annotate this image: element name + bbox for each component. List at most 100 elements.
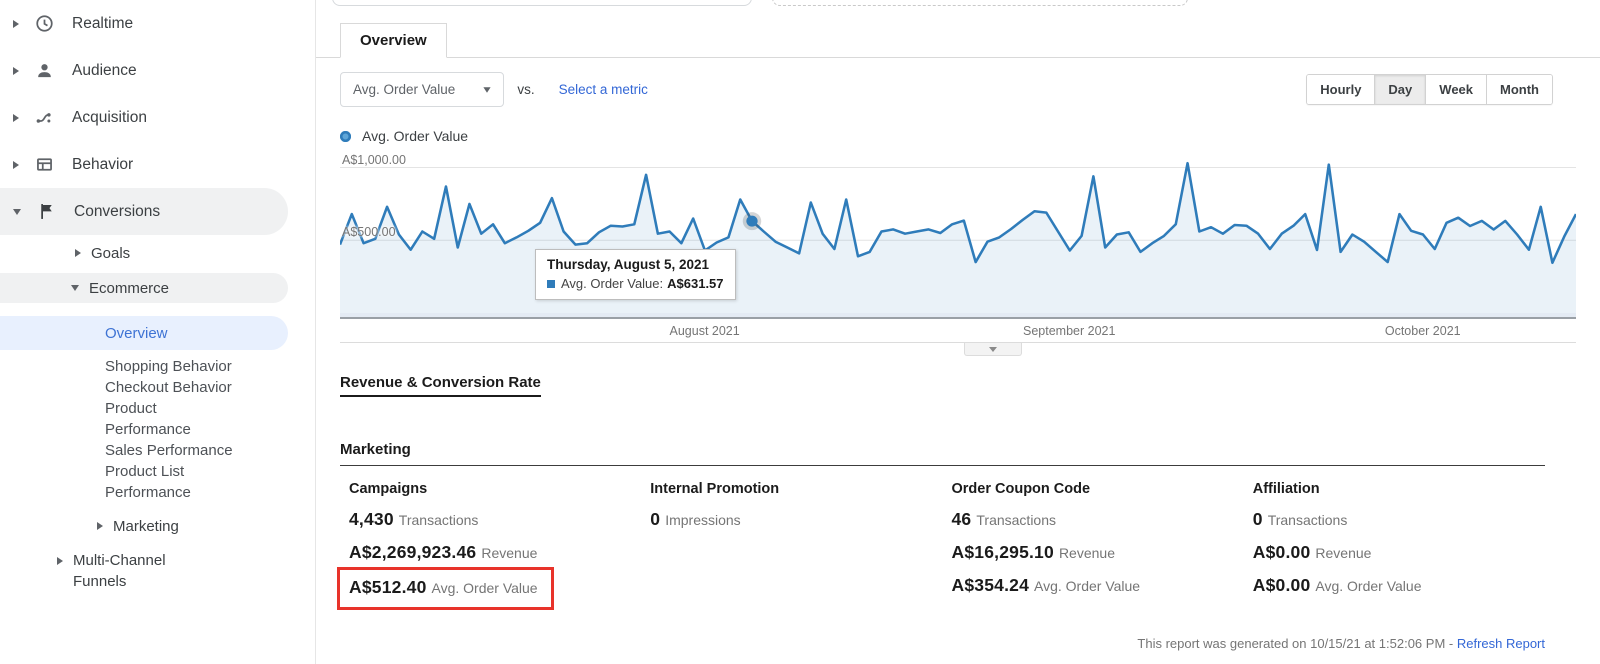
metric-label: Impressions: [665, 512, 741, 528]
chevron-right-icon: [97, 522, 103, 530]
x-axis-label-september: September 2021: [1023, 324, 1116, 338]
tooltip-date: Thursday, August 5, 2021: [547, 257, 710, 272]
metric-row: A$0.00 Revenue: [1253, 542, 1545, 563]
sidebar-item-product-list-performance[interactable]: Product List Performance: [105, 463, 191, 501]
metric-row: 0 Impressions: [650, 509, 942, 530]
x-axis-label-october: October 2021: [1384, 324, 1461, 338]
card-title: Affiliation: [1252, 481, 1320, 497]
line-chart-canvas: [340, 161, 1576, 313]
sidebar-item-ecommerce[interactable]: Ecommerce: [0, 273, 288, 303]
chevron-down-icon: [13, 208, 21, 215]
ecommerce-sub-list: Shopping Behavior Checkout Behavior Prod…: [0, 356, 315, 503]
sidebar-item-behavior[interactable]: Behavior: [0, 141, 315, 188]
tab-overview[interactable]: Overview: [340, 23, 447, 58]
sidebar-item-goals[interactable]: Goals: [0, 235, 315, 271]
chart-tooltip: Thursday, August 5, 2021 Avg. Order Valu…: [535, 249, 736, 300]
sidebar-item-audience[interactable]: Audience: [0, 47, 315, 94]
card-order-coupon-code: Order Coupon Code 46 Transactions A$16,29…: [943, 481, 1244, 610]
sidebar-item-acquisition[interactable]: Acquisition: [0, 94, 315, 141]
marketing-metrics-grid: Campaigns 4,430 Transactions A$2,269,923.…: [337, 481, 1545, 610]
time-button-day[interactable]: Day: [1374, 75, 1426, 104]
metric-dropdown[interactable]: Avg. Order Value: [340, 72, 505, 107]
time-button-hourly[interactable]: Hourly: [1307, 75, 1375, 104]
clock-icon: [33, 13, 55, 34]
x-axis-label-august: August 2021: [669, 324, 740, 338]
time-button-month[interactable]: Month: [1486, 75, 1552, 104]
card-campaigns: Campaigns 4,430 Transactions A$2,269,923.…: [337, 481, 641, 610]
select-metric-link[interactable]: Select a metric: [558, 82, 648, 97]
metric-label: Avg. Order Value: [1315, 578, 1422, 594]
generated-timestamp: This report was generated on 10/15/21 at…: [1137, 636, 1454, 651]
chevron-right-icon: [57, 557, 63, 565]
marketing-divider: [340, 465, 1545, 466]
card-internal-promotion: Internal Promotion 0 Impressions: [641, 481, 942, 610]
chevron-right-icon: [13, 19, 19, 28]
acquisition-icon: [33, 107, 55, 128]
sidebar-item-product-performance[interactable]: Product Performance: [105, 400, 191, 438]
metric-row: A$512.40 Avg. Order Value: [349, 577, 538, 598]
metric-value: 4,430: [349, 509, 394, 529]
chart-controls: Avg. Order Value vs. Select a metric Hou…: [340, 72, 1576, 107]
y-axis-tick-1000: A$1,000.00: [342, 152, 406, 167]
sidebar-item-realtime[interactable]: Realtime: [0, 0, 315, 47]
highlight-red-box: A$512.40 Avg. Order Value: [337, 567, 554, 610]
sidebar-item-sales-performance[interactable]: Sales Performance: [105, 442, 233, 459]
metric-label: Transactions: [976, 512, 1056, 528]
sidebar-item-label: Marketing: [113, 517, 179, 535]
tooltip-value: A$631.57: [667, 276, 724, 291]
metric-label: Transactions: [398, 512, 479, 528]
metric-row: A$354.24 Avg. Order Value: [952, 575, 1244, 596]
series-square-icon: [547, 279, 555, 288]
sidebar-item-ecommerce-overview[interactable]: Overview: [0, 316, 288, 350]
time-granularity-group: Hourly Day Week Month: [1306, 74, 1553, 105]
timeline-expander-button[interactable]: [964, 343, 1023, 356]
card-title: Internal Promotion: [650, 481, 780, 497]
person-icon: [33, 60, 55, 81]
revenue-conversion-rate-link[interactable]: Revenue & Conversion Rate: [340, 374, 541, 397]
metric-value: 0: [1252, 509, 1263, 529]
x-axis-labels: August 2021 September 2021 October 2021: [340, 319, 1576, 342]
metric-value: A$0.00: [1252, 542, 1311, 562]
sidebar-item-label: Behavior: [72, 155, 134, 173]
sidebar-item-label: Ecommerce: [89, 279, 170, 297]
sidebar-item-shopping-behavior[interactable]: Shopping Behavior: [105, 358, 232, 375]
chevron-down-icon: [71, 285, 79, 291]
metric-label: Avg. Order Value: [1034, 578, 1141, 594]
series-dot-icon: [340, 130, 351, 142]
time-button-week[interactable]: Week: [1425, 75, 1487, 104]
metric-value: A$512.40: [349, 577, 427, 597]
sidebar-item-checkout-behavior[interactable]: Checkout Behavior: [105, 379, 232, 396]
metric-value: 0: [650, 509, 661, 529]
metric-label: Revenue: [1058, 545, 1115, 561]
sidebar-item-label: Audience: [72, 61, 137, 79]
metric-dropdown-value: Avg. Order Value: [353, 82, 456, 97]
refresh-report-link[interactable]: Refresh Report: [1456, 636, 1545, 651]
chevron-right-icon: [13, 113, 19, 122]
report-navigation-sidebar: Realtime Audience Acquisition Behavior: [0, 0, 316, 664]
sidebar-item-conversions[interactable]: Conversions: [0, 188, 288, 235]
add-segment-chip[interactable]: [772, 0, 1188, 6]
series-label: Avg. Order Value: [362, 128, 469, 144]
metric-label: Revenue: [1315, 545, 1372, 561]
metric-label: Transactions: [1267, 512, 1348, 528]
timeseries-chart[interactable]: A$1,000.00 A$500.00 Thursday, August 5, …: [340, 153, 1576, 313]
marketing-section-title: Marketing: [340, 441, 411, 458]
chevron-down-icon: [483, 86, 491, 93]
sidebar-item-multi-channel-funnels[interactable]: Multi-Channel Funnels: [0, 550, 315, 592]
segment-chip[interactable]: [332, 0, 752, 6]
sidebar-item-label: Multi-Channel Funnels: [73, 552, 166, 590]
metric-value: A$2,269,923.46: [349, 542, 477, 562]
sidebar-item-label: Overview: [105, 324, 168, 342]
metric-row: 0 Transactions: [1253, 509, 1545, 530]
chevron-right-icon: [75, 249, 81, 257]
report-tabbar: Overview: [316, 22, 1600, 58]
chevron-right-icon: [13, 66, 19, 75]
metric-row: A$2,269,923.46 Revenue: [349, 542, 641, 563]
chart-legend: Avg. Order Value: [340, 128, 1576, 144]
metric-label: Revenue: [481, 545, 538, 561]
timeline-slider-track[interactable]: [340, 313, 1576, 319]
metric-row: A$16,295.10 Revenue: [952, 542, 1244, 563]
card-affiliation: Affiliation 0 Transactions A$0.00 Revenue …: [1244, 481, 1545, 610]
sidebar-item-marketing[interactable]: Marketing: [0, 511, 315, 541]
